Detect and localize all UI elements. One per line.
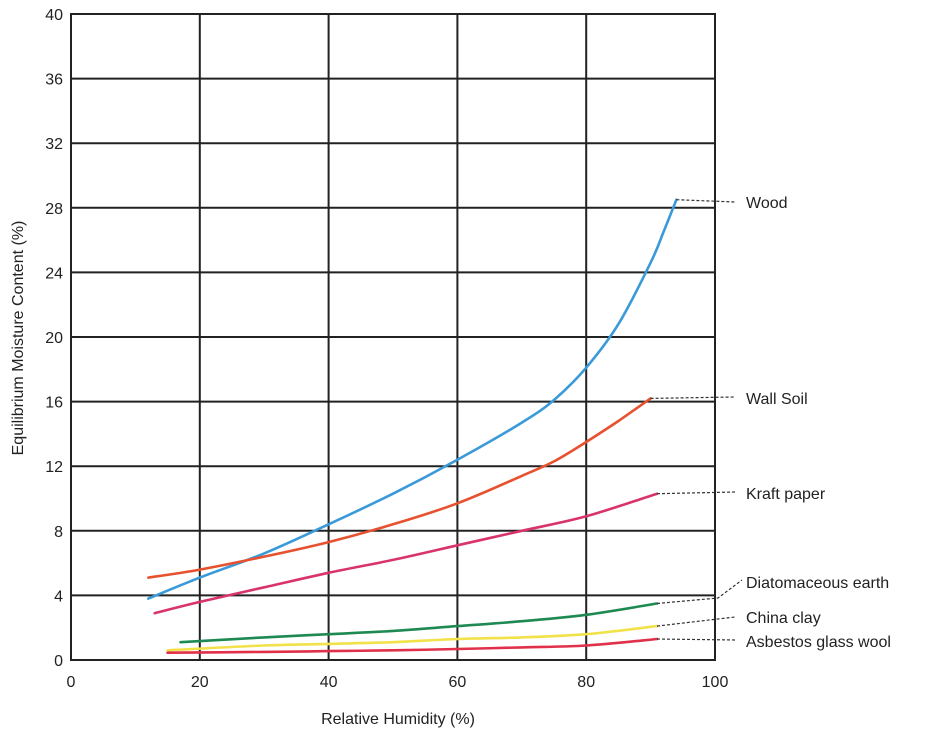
- series-label-asbestos-glass-wool: Asbestos glass wool: [746, 634, 891, 651]
- y-tick-label: 32: [45, 136, 63, 153]
- y-tick-label: 16: [45, 395, 63, 412]
- series-labels: Wood Wall Soil Kraft paper Diatomaceous ear…: [650, 195, 891, 651]
- x-tick-label: 0: [67, 674, 76, 691]
- series-line-china-clay: [166, 624, 659, 652]
- series-label-wood: Wood: [746, 195, 788, 212]
- y-tick-label: 12: [45, 459, 63, 476]
- series-label-kraft-paper: Kraft paper: [746, 486, 826, 503]
- x-tick-label: 60: [449, 674, 467, 691]
- y-tick-label: 0: [54, 653, 63, 670]
- grid: [70, 13, 716, 661]
- series-line-kraft-paper: [153, 492, 659, 615]
- leader-line-china-clay: [656, 616, 736, 627]
- series-line-diatomaceous-earth: [179, 602, 659, 644]
- series-label-china-clay: China clay: [746, 610, 821, 627]
- series-label-diatomaceous-earth: Diatomaceous earth: [746, 575, 889, 592]
- series-line-wood: [147, 198, 678, 600]
- y-tick-label: 20: [45, 330, 63, 347]
- leader-line-wall-soil: [650, 396, 736, 399]
- y-tick-label: 28: [45, 201, 63, 218]
- leader-line-wood: [676, 199, 736, 203]
- series-line-wall-soil: [147, 397, 652, 579]
- series-lines: [147, 198, 678, 654]
- x-axis-label: Relative Humidity (%): [321, 711, 475, 728]
- x-tick-label: 40: [320, 674, 338, 691]
- y-tick-label: 36: [45, 72, 63, 89]
- x-tick-label: 80: [577, 674, 595, 691]
- series-line-asbestos-glass-wool: [166, 637, 659, 654]
- tick-labels: 0 20 40 60 80 100 0 4 8 12 16 20 24 28 32 36 40: [45, 7, 728, 691]
- y-tick-label: 40: [45, 7, 63, 24]
- y-tick-label: 24: [45, 265, 63, 282]
- x-tick-label: 20: [191, 674, 209, 691]
- y-axis-label: Equilibrium Moisture Content (%): [10, 221, 27, 456]
- y-tick-label: 8: [54, 524, 63, 541]
- leader-line-kraft-paper: [656, 491, 736, 495]
- y-tick-label: 4: [54, 588, 63, 605]
- series-label-wall-soil: Wall Soil: [746, 391, 808, 408]
- leader-line-diatomaceous-earth: [656, 579, 743, 605]
- x-tick-label: 100: [702, 674, 729, 691]
- leader-line-asbestos-glass-wool: [656, 638, 736, 641]
